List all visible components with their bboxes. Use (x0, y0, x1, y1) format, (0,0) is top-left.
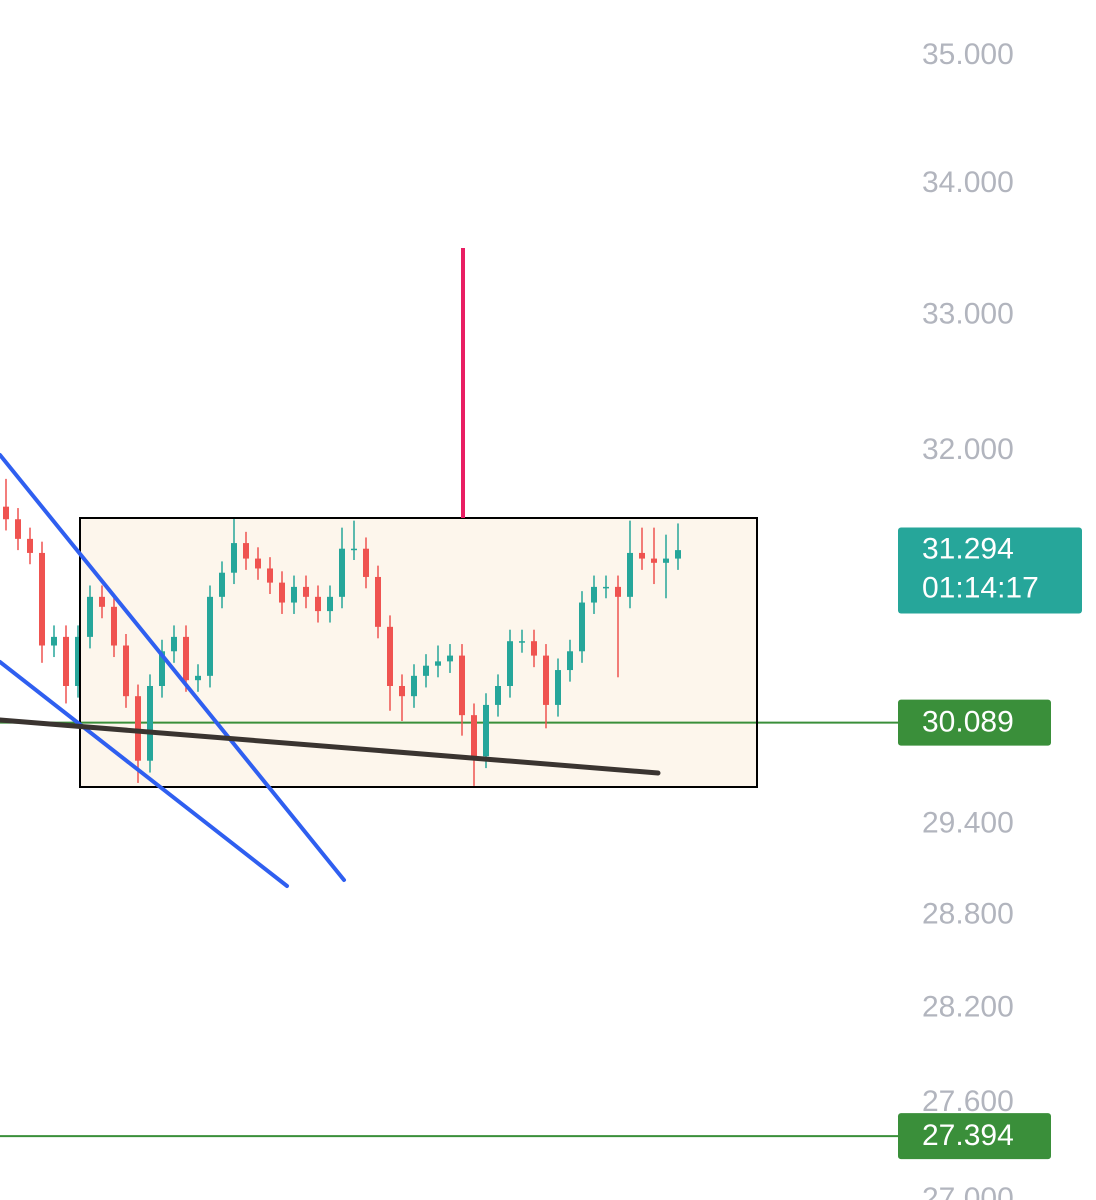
candle-body (531, 641, 537, 656)
candle-body (231, 543, 237, 573)
candle-body (411, 675, 417, 697)
candle-body (63, 636, 69, 686)
candle-body (675, 550, 681, 559)
candle-body (495, 685, 501, 705)
candle-body (375, 576, 381, 627)
candle-body (303, 586, 309, 597)
y-tick-label: 29.400 (922, 807, 1014, 840)
candle-body (183, 636, 189, 681)
candles (3, 478, 681, 786)
candle-body (639, 552, 645, 559)
candle-body (159, 651, 165, 686)
candle-body (123, 645, 129, 697)
candle-body (111, 606, 117, 646)
candle-body (651, 558, 657, 563)
price-tag-label: 31.294 (922, 532, 1014, 565)
candle-body (567, 651, 573, 671)
range-box (79, 517, 758, 788)
candle-body (327, 596, 333, 612)
countdown-label: 01:14:17 (922, 571, 1039, 604)
candle-body (627, 552, 633, 597)
candle-body (519, 641, 525, 643)
price-tag (898, 1113, 1051, 1160)
candle-body (363, 548, 369, 577)
price-tag (898, 527, 1082, 614)
candle-body (291, 586, 297, 603)
candle-body (99, 596, 105, 607)
price-tags: 31.294 01:14:17 30.089 27.394 (898, 527, 1082, 1160)
candle-body (579, 602, 585, 652)
candle-body (51, 636, 57, 646)
candle-body (423, 665, 429, 676)
candle-body (507, 641, 513, 686)
candle-body (447, 655, 453, 662)
candle-body (387, 626, 393, 686)
y-tick-label: 34.000 (922, 166, 1014, 199)
candle-body (267, 568, 273, 583)
y-tick-label: 35.000 (922, 38, 1014, 71)
candle-body (135, 696, 141, 761)
price-tag-label: 27.394 (922, 1119, 1014, 1152)
candle-body (615, 586, 621, 597)
y-tick-label: 27.600 (922, 1085, 1014, 1118)
y-tick-label: 28.200 (922, 990, 1014, 1023)
candle-body (603, 586, 609, 589)
candle-body (663, 558, 669, 563)
y-tick-label: 33.000 (922, 298, 1014, 331)
candle-body (543, 655, 549, 705)
candle-body (435, 661, 441, 666)
y-tick-label: 27.000 (922, 1182, 1014, 1200)
candle-body (207, 596, 213, 676)
trend-line (0, 453, 346, 882)
candle-body (171, 636, 177, 652)
candle-body (3, 506, 9, 520)
candle-body (255, 558, 261, 569)
trend-line (0, 717, 661, 776)
candle-body (195, 675, 201, 681)
candle-body (15, 519, 21, 539)
candle-body (339, 548, 345, 597)
candle-body (555, 670, 561, 705)
trend-line (0, 660, 289, 888)
candle-body (279, 582, 285, 603)
candle-body (243, 543, 249, 559)
price-tag-label: 30.089 (922, 706, 1014, 739)
candle-body (399, 685, 405, 697)
range-box-fill (80, 518, 757, 787)
candle-body (147, 685, 153, 761)
candle-body (27, 538, 33, 553)
price-axis: 35.000 34.000 33.000 32.000 29.400 28.800 28.2… (922, 38, 1014, 1200)
candle-body (459, 655, 465, 716)
candle-body (315, 596, 321, 612)
candle-body (87, 596, 93, 637)
candle-body (219, 572, 225, 597)
candle-body (351, 548, 357, 551)
candle-body (471, 715, 477, 757)
candle-body (39, 552, 45, 646)
price-tag (898, 699, 1051, 746)
candle-body (483, 704, 489, 757)
y-tick-label: 32.000 (922, 433, 1014, 466)
y-tick-label: 28.800 (922, 897, 1014, 930)
candle-body (591, 586, 597, 603)
candle-body (75, 636, 81, 686)
